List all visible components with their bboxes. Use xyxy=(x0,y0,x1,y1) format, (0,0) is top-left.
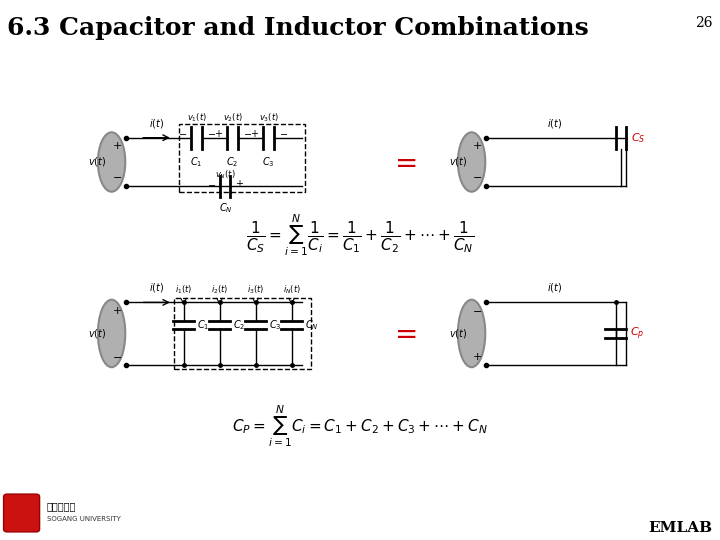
Text: $C_P = \sum_{i=1}^{N}C_i = C_1 + C_2 + C_3 + \cdots + C_N$: $C_P = \sum_{i=1}^{N}C_i = C_1 + C_2 + C… xyxy=(232,404,488,449)
Text: $C_2$: $C_2$ xyxy=(226,155,239,169)
Text: $-$: $-$ xyxy=(178,129,187,138)
Text: $-$: $-$ xyxy=(112,352,122,361)
Text: $+$: $+$ xyxy=(112,305,122,316)
Text: $+$: $+$ xyxy=(250,128,259,139)
Text: $v(t)$: $v(t)$ xyxy=(449,327,468,340)
Text: $C_3$: $C_3$ xyxy=(262,155,275,169)
Text: $C_3$: $C_3$ xyxy=(269,319,281,332)
Ellipse shape xyxy=(98,300,125,367)
Text: $=$: $=$ xyxy=(390,148,417,176)
Text: $-$: $-$ xyxy=(279,129,288,138)
Text: $i(t)$: $i(t)$ xyxy=(148,281,164,294)
Text: $v(t)$: $v(t)$ xyxy=(88,156,107,168)
Ellipse shape xyxy=(98,132,125,192)
Text: $C_2$: $C_2$ xyxy=(233,319,245,332)
Text: $i(t)$: $i(t)$ xyxy=(546,117,562,130)
Ellipse shape xyxy=(458,132,485,192)
Text: $+$: $+$ xyxy=(112,140,122,151)
Text: $=$: $=$ xyxy=(390,320,417,347)
Text: $v(t)$: $v(t)$ xyxy=(88,327,107,340)
Ellipse shape xyxy=(458,300,485,367)
Text: $v_2(t)$: $v_2(t)$ xyxy=(222,112,243,124)
Text: $-$: $-$ xyxy=(472,306,482,315)
Text: $-$: $-$ xyxy=(207,179,216,188)
Text: $i_N(t)$: $i_N(t)$ xyxy=(282,284,301,296)
Text: $C_1$: $C_1$ xyxy=(190,155,203,169)
Text: $i(t)$: $i(t)$ xyxy=(546,281,562,294)
Text: $+$: $+$ xyxy=(472,351,482,362)
Text: $i_2(t)$: $i_2(t)$ xyxy=(211,284,228,296)
Text: $i(t)$: $i(t)$ xyxy=(148,117,164,130)
Text: $+$: $+$ xyxy=(472,140,482,151)
Text: $v_3(t)$: $v_3(t)$ xyxy=(258,112,279,124)
Text: 6.3 Capacitor and Inductor Combinations: 6.3 Capacitor and Inductor Combinations xyxy=(7,16,589,40)
Text: $i_1(t)$: $i_1(t)$ xyxy=(175,284,192,296)
Text: $-$: $-$ xyxy=(243,129,252,138)
Text: $v_1(t)$: $v_1(t)$ xyxy=(186,112,207,124)
Text: 서강대학교: 서강대학교 xyxy=(47,502,76,511)
Text: SOGANG UNIVERSITY: SOGANG UNIVERSITY xyxy=(47,516,121,523)
Bar xyxy=(174,298,311,369)
Text: $C_N$: $C_N$ xyxy=(218,201,233,215)
Text: 26: 26 xyxy=(696,16,713,30)
Text: $+$: $+$ xyxy=(214,128,223,139)
Text: $C_p$: $C_p$ xyxy=(630,325,644,342)
Bar xyxy=(179,124,305,192)
Text: $v_N(t)$: $v_N(t)$ xyxy=(215,168,235,181)
Text: $\dfrac{1}{C_S} = \sum_{i=1}^{N}\dfrac{1}{C_i} = \dfrac{1}{C_1} + \dfrac{1}{C_2}: $\dfrac{1}{C_S} = \sum_{i=1}^{N}\dfrac{1… xyxy=(246,212,474,258)
Text: $i_3(t)$: $i_3(t)$ xyxy=(247,284,264,296)
Text: $v(t)$: $v(t)$ xyxy=(449,156,468,168)
Text: $-$: $-$ xyxy=(472,171,482,180)
Text: $C_1$: $C_1$ xyxy=(197,319,209,332)
Text: $-$: $-$ xyxy=(112,171,122,180)
FancyBboxPatch shape xyxy=(4,494,40,532)
Text: $+$: $+$ xyxy=(235,178,245,189)
Text: $-$: $-$ xyxy=(207,129,216,138)
Text: $C_N$: $C_N$ xyxy=(305,319,318,332)
Text: EMLAB: EMLAB xyxy=(649,521,713,535)
Text: $C_S$: $C_S$ xyxy=(631,131,646,145)
